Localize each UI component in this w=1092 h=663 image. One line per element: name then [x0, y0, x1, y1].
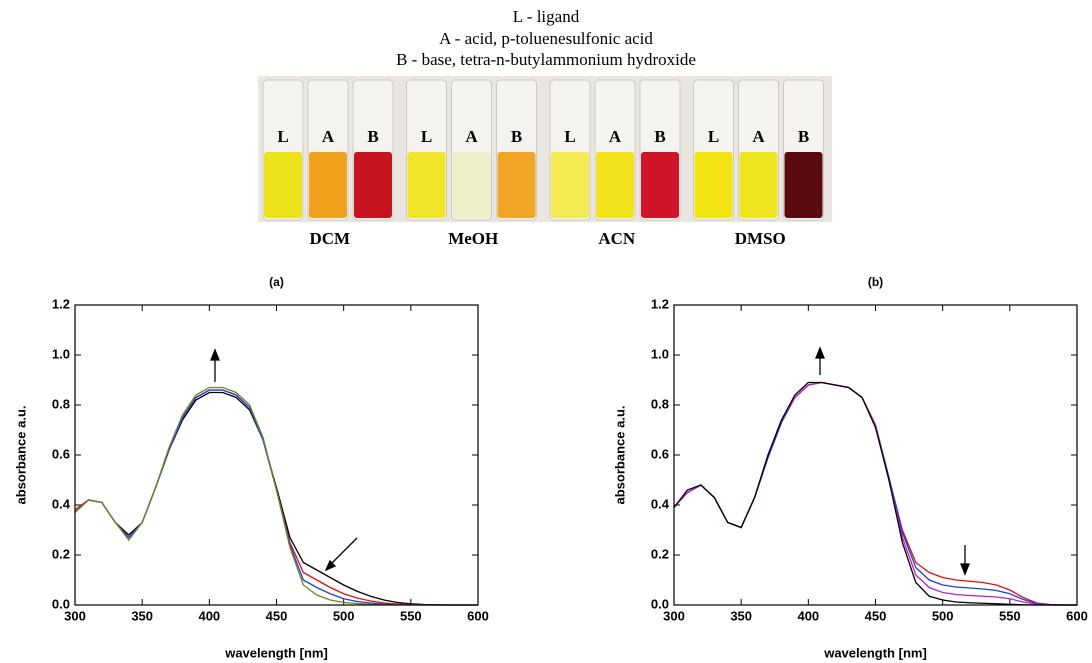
vial-liquid — [551, 152, 589, 218]
spectrum-line — [673, 381, 1077, 606]
x-tick-label: 600 — [1066, 608, 1088, 623]
vial-label: B — [511, 127, 522, 146]
spectrum-line — [673, 381, 1077, 606]
spectrum-line — [74, 389, 478, 606]
legend-line: B - base, tetra-n-butylammonium hydroxid… — [396, 50, 696, 69]
x-tick-label: 450 — [865, 608, 887, 623]
vial-liquid — [596, 152, 634, 218]
vial-label: L — [421, 127, 432, 146]
x-tick-label: 350 — [730, 608, 752, 623]
vial-liquid — [264, 152, 302, 218]
vial-liquid — [452, 152, 491, 218]
x-tick-label: 500 — [333, 608, 355, 623]
x-tick-label: 400 — [198, 608, 220, 623]
vial-label: L — [564, 127, 575, 146]
y-axis-label: absorbance a.u. — [612, 406, 627, 505]
vial-liquid — [354, 152, 392, 218]
y-axis-label: absorbance a.u. — [13, 406, 28, 505]
vial-liquid — [641, 152, 679, 218]
vial-label: B — [798, 127, 809, 146]
y-tick-label: 1.2 — [651, 296, 669, 311]
vial-label: B — [654, 127, 665, 146]
vial-liquid — [784, 152, 823, 218]
arrows — [210, 346, 970, 576]
y-tick-label: 1.0 — [52, 346, 70, 361]
solvent-label: DCM — [309, 229, 350, 248]
y-tick-label: 1.2 — [52, 296, 70, 311]
x-tick-label: 400 — [797, 608, 819, 623]
vial-liquid — [309, 152, 347, 218]
plot-frame — [673, 304, 1078, 606]
spectrum-line — [74, 389, 478, 606]
x-tick-label: 300 — [663, 608, 685, 623]
x-tick-label: 500 — [932, 608, 954, 623]
legend-line: L - ligand — [513, 7, 580, 26]
y-tick-label: 0.6 — [52, 446, 70, 461]
y-tick-label: 0.0 — [52, 596, 70, 611]
vial-label: A — [465, 127, 478, 146]
y-tick-label: 1.0 — [651, 346, 669, 361]
y-tick-label: 0.0 — [651, 596, 669, 611]
solvent-label: MeOH — [448, 229, 498, 248]
x-tick-label: 600 — [467, 608, 489, 623]
vial-label: A — [609, 127, 622, 146]
vial-label: L — [277, 127, 288, 146]
vial-label: B — [367, 127, 378, 146]
chart-title: (b) — [868, 275, 883, 289]
y-tick-label: 0.8 — [52, 396, 70, 411]
y-tick-label: 0.4 — [651, 496, 670, 511]
chart-title: (a) — [269, 275, 284, 289]
vial-label: A — [322, 127, 335, 146]
vial-label: L — [708, 127, 719, 146]
x-tick-label: 300 — [64, 608, 86, 623]
vial-label: A — [752, 127, 765, 146]
x-tick-label: 350 — [131, 608, 153, 623]
vial-liquid — [739, 152, 778, 218]
vial-liquid — [497, 152, 536, 218]
y-tick-label: 0.2 — [52, 546, 70, 561]
solvent-label: DMSO — [735, 229, 786, 248]
spectrum-line — [74, 391, 478, 606]
x-axis-label: wavelength [nm] — [823, 645, 927, 660]
spectrum-line — [673, 381, 1077, 606]
y-tick-label: 0.6 — [651, 446, 669, 461]
x-tick-label: 450 — [266, 608, 288, 623]
spectrum-line — [74, 386, 478, 606]
plot-frame — [74, 304, 479, 606]
solvent-label: ACN — [598, 229, 636, 248]
vial-liquid — [407, 152, 446, 218]
x-tick-label: 550 — [400, 608, 422, 623]
y-tick-label: 0.4 — [52, 496, 71, 511]
x-axis-label: wavelength [nm] — [224, 645, 328, 660]
vial-liquid — [694, 152, 733, 218]
y-tick-label: 0.2 — [651, 546, 669, 561]
legend-line: A - acid, p-toluenesulfonic acid — [439, 29, 653, 48]
x-tick-label: 550 — [999, 608, 1021, 623]
spectrum-line — [673, 381, 1077, 606]
y-tick-label: 0.8 — [651, 396, 669, 411]
